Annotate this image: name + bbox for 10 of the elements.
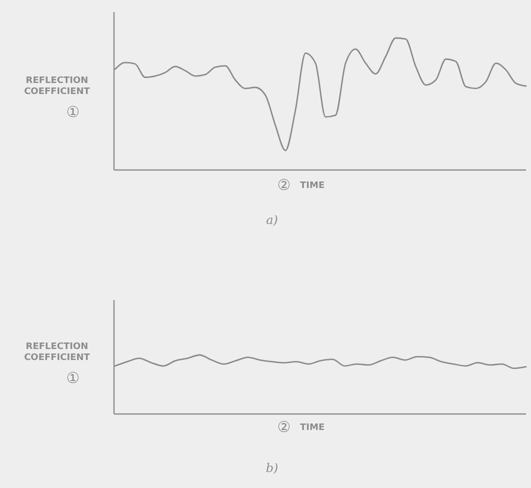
y-axis-title: REFLECTION COEFFICIENT (24, 76, 91, 97)
x-axis-title: TIME (300, 181, 325, 191)
y-axis-title: REFLECTION COEFFICIENT (24, 342, 91, 363)
text: ① (66, 369, 80, 387)
text: b) (266, 461, 278, 475)
text: ② (277, 176, 291, 194)
text: ② (277, 418, 291, 436)
text: ① (66, 103, 80, 121)
x-axis-title: TIME (300, 423, 325, 433)
text: a) (266, 213, 278, 227)
